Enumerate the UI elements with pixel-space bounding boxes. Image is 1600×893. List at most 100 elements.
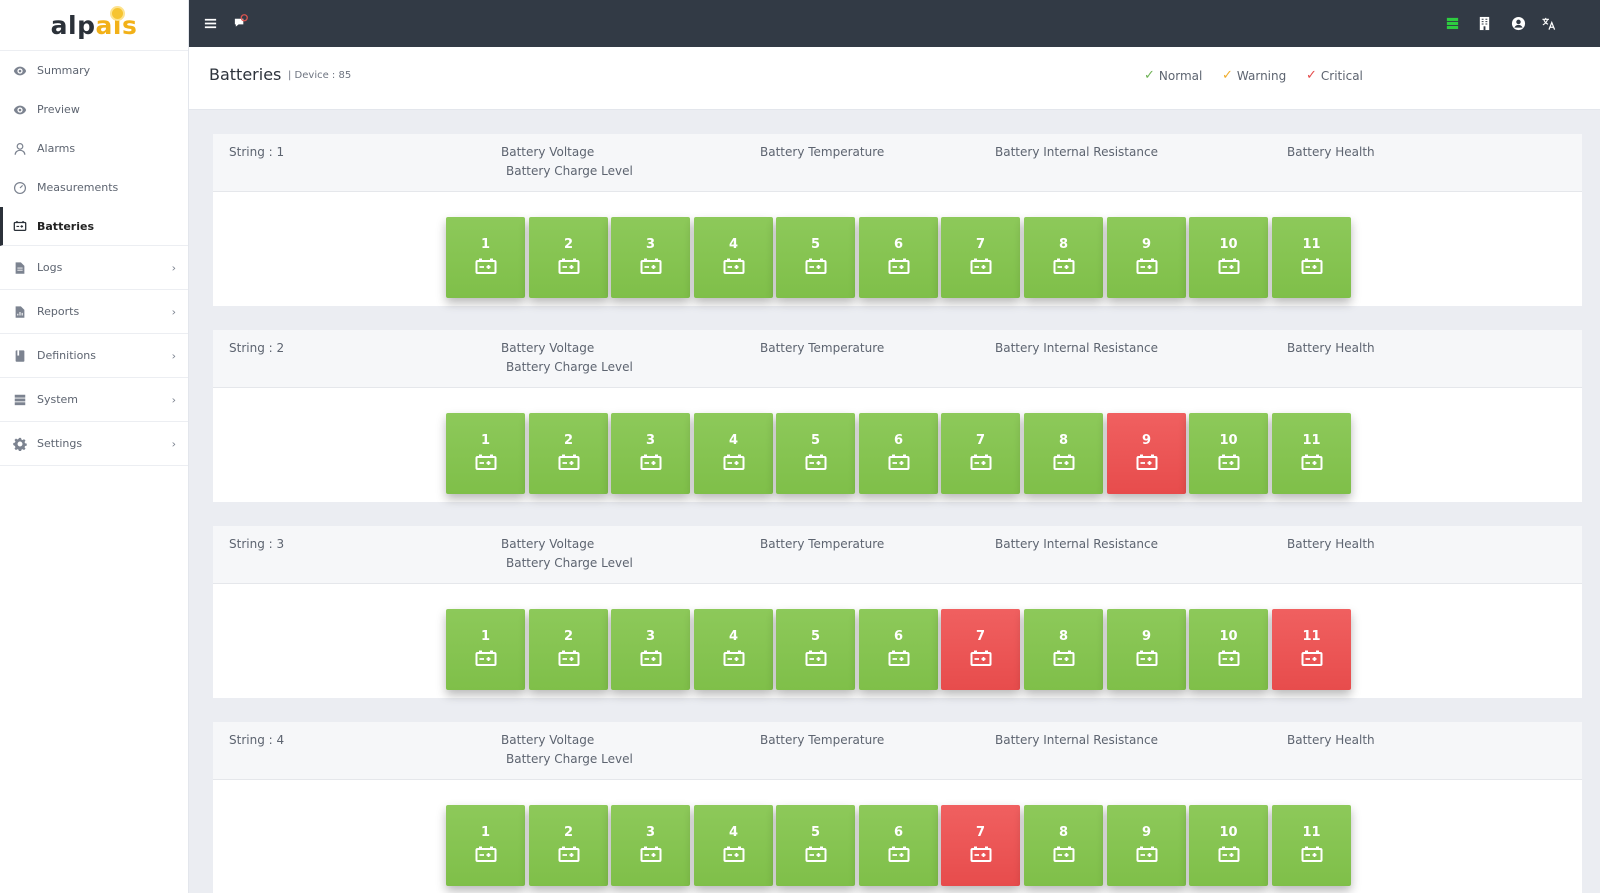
eye-icon — [13, 64, 27, 78]
battery-cell-normal[interactable]: 10 — [1189, 217, 1268, 298]
legend-critical: ✓ Critical — [1306, 68, 1363, 83]
battery-icon — [1218, 845, 1240, 863]
battery-cell-critical[interactable]: 9 — [1107, 413, 1186, 494]
battery-number: 6 — [893, 629, 904, 644]
sidebar-item-definitions[interactable]: Definitions › — [0, 334, 188, 378]
column-voltage: Battery Voltage — [501, 733, 595, 747]
sidebar-item-summary[interactable]: Summary — [0, 51, 188, 90]
check-icon: ✓ — [1222, 68, 1233, 83]
legend-label: Normal — [1158, 68, 1203, 83]
battery-cell-normal[interactable]: 10 — [1189, 413, 1268, 494]
battery-number: 3 — [645, 629, 656, 644]
column-health: Battery Health — [1287, 733, 1375, 747]
sidebar-item-batteries[interactable]: Batteries — [0, 207, 188, 246]
battery-number: 1 — [480, 433, 491, 448]
battery-icon — [805, 845, 827, 863]
battery-cell-normal[interactable]: 6 — [859, 217, 938, 298]
status-server-icon[interactable] — [1443, 14, 1461, 32]
battery-cell-critical[interactable]: 11 — [1272, 609, 1351, 690]
battery-cell-normal[interactable]: 1 — [446, 413, 525, 494]
battery-cell-normal[interactable]: 5 — [776, 805, 855, 886]
battery-cell-normal[interactable]: 5 — [776, 609, 855, 690]
gear-icon — [13, 437, 27, 451]
battery-cell-normal[interactable]: 2 — [529, 413, 608, 494]
battery-icon — [805, 257, 827, 275]
battery-icon — [1053, 649, 1075, 667]
column-health: Battery Health — [1287, 341, 1375, 355]
battery-cell-normal[interactable]: 8 — [1024, 805, 1103, 886]
battery-icon — [1136, 453, 1158, 471]
battery-cell-normal[interactable]: 7 — [941, 413, 1020, 494]
battery-row: 1 2 3 4 5 6 7 8 9 10 11 — [446, 413, 1355, 495]
building-icon[interactable] — [1475, 14, 1493, 32]
battery-number: 2 — [563, 825, 574, 840]
battery-number: 3 — [645, 825, 656, 840]
battery-icon — [970, 845, 992, 863]
battery-cell-normal[interactable]: 9 — [1107, 217, 1186, 298]
logo-wordmark: alpais — [50, 10, 138, 40]
battery-cell-normal[interactable]: 9 — [1107, 609, 1186, 690]
battery-cell-normal[interactable]: 1 — [446, 609, 525, 690]
menu-icon[interactable] — [201, 14, 219, 32]
battery-number: 3 — [645, 433, 656, 448]
battery-cell-normal[interactable]: 2 — [529, 217, 608, 298]
battery-cell-normal[interactable]: 2 — [529, 609, 608, 690]
sidebar-item-preview[interactable]: Preview — [0, 90, 188, 129]
battery-cell-normal[interactable]: 6 — [859, 805, 938, 886]
battery-cell-normal[interactable]: 3 — [611, 413, 690, 494]
column-temperature: Battery Temperature — [760, 537, 885, 551]
battery-cell-normal[interactable]: 1 — [446, 805, 525, 886]
battery-cell-normal[interactable]: 8 — [1024, 413, 1103, 494]
battery-cell-normal[interactable]: 5 — [776, 413, 855, 494]
translate-icon[interactable] — [1539, 14, 1557, 32]
page-header: Batteries | Device : 85 ✓ Normal ✓ Warni… — [189, 47, 1600, 110]
sidebar-item-logs[interactable]: Logs › — [0, 246, 188, 290]
logo[interactable]: alpais — [0, 0, 188, 51]
battery-cell-normal[interactable]: 6 — [859, 413, 938, 494]
battery-cell-normal[interactable]: 4 — [694, 609, 773, 690]
battery-cell-normal[interactable]: 11 — [1272, 413, 1351, 494]
string-header: String : 3 Battery Voltage Battery Charge … — [213, 526, 1582, 584]
battery-number: 2 — [563, 629, 574, 644]
battery-cell-normal[interactable]: 3 — [611, 217, 690, 298]
battery-number: 5 — [810, 629, 821, 644]
battery-cell-normal[interactable]: 7 — [941, 217, 1020, 298]
battery-cell-normal[interactable]: 4 — [694, 413, 773, 494]
battery-cell-normal[interactable]: 3 — [611, 609, 690, 690]
legend-warning: ✓ Warning — [1222, 68, 1286, 83]
battery-cell-critical[interactable]: 7 — [941, 609, 1020, 690]
battery-cell-normal[interactable]: 10 — [1189, 609, 1268, 690]
eye-icon — [13, 103, 27, 117]
sidebar-item-measurements[interactable]: Measurements — [0, 168, 188, 207]
battery-cell-critical[interactable]: 7 — [941, 805, 1020, 886]
chevron-right-icon: › — [171, 305, 176, 318]
battery-cell-normal[interactable]: 4 — [694, 805, 773, 886]
sidebar-item-alarms[interactable]: Alarms — [0, 129, 188, 168]
battery-cell-normal[interactable]: 9 — [1107, 805, 1186, 886]
battery-cell-normal[interactable]: 6 — [859, 609, 938, 690]
chat-icon[interactable] — [231, 12, 249, 30]
sidebar-item-reports[interactable]: Reports › — [0, 290, 188, 334]
battery-cell-normal[interactable]: 11 — [1272, 217, 1351, 298]
battery-cell-normal[interactable]: 10 — [1189, 805, 1268, 886]
string-body: 1 2 3 4 5 6 7 8 9 10 11 — [213, 780, 1582, 893]
battery-number: 10 — [1219, 433, 1238, 448]
battery-cell-normal[interactable]: 1 — [446, 217, 525, 298]
column-temperature: Battery Temperature — [760, 145, 885, 159]
battery-cell-normal[interactable]: 8 — [1024, 217, 1103, 298]
battery-cell-normal[interactable]: 5 — [776, 217, 855, 298]
battery-cell-normal[interactable]: 8 — [1024, 609, 1103, 690]
battery-cell-normal[interactable]: 2 — [529, 805, 608, 886]
battery-cell-normal[interactable]: 3 — [611, 805, 690, 886]
user-circle-icon[interactable] — [1509, 14, 1527, 32]
string-card: String : 2 Battery Voltage Battery Charge … — [213, 330, 1582, 502]
battery-cell-normal[interactable]: 4 — [694, 217, 773, 298]
sidebar-item-system[interactable]: System › — [0, 378, 188, 422]
sun-logo-mark — [112, 8, 123, 19]
battery-icon — [805, 453, 827, 471]
string-header: String : 4 Battery Voltage Battery Charge … — [213, 722, 1582, 780]
battery-number: 8 — [1058, 237, 1069, 252]
sidebar-item-settings[interactable]: Settings › — [0, 422, 188, 466]
battery-cell-normal[interactable]: 11 — [1272, 805, 1351, 886]
column-charge: Battery Charge Level — [506, 752, 633, 766]
